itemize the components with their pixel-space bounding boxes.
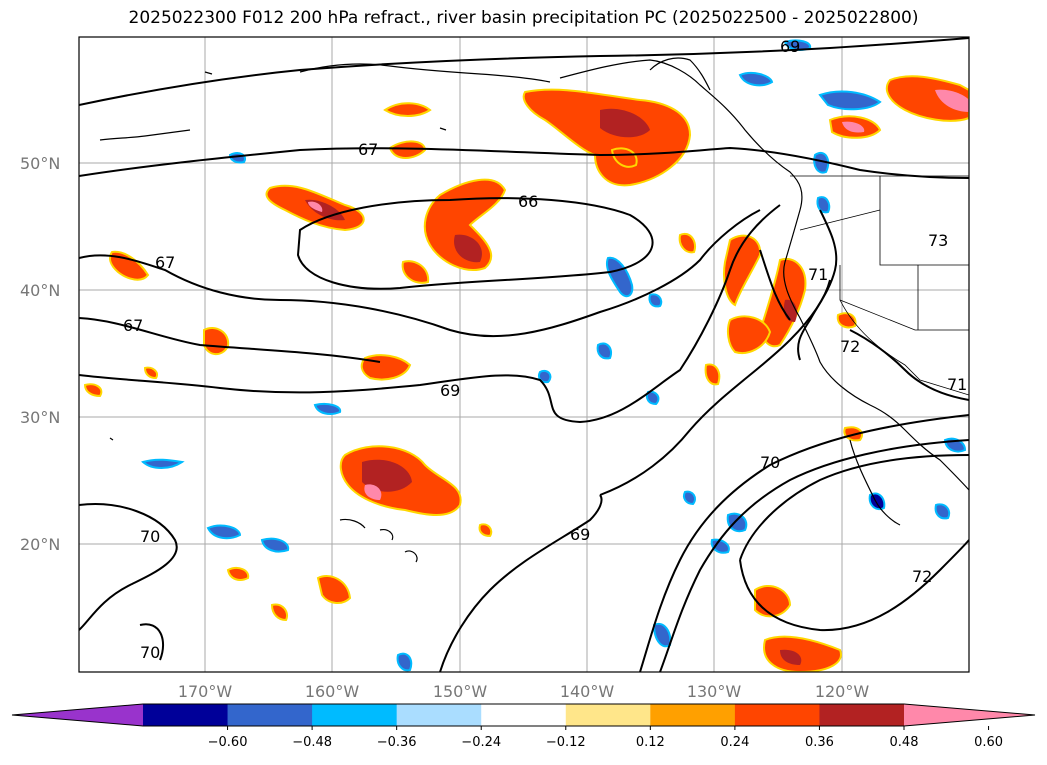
- colorbar-tick-label: −0.36: [377, 735, 417, 750]
- latitude-labels: 50°N 40°N 30°N 20°N: [20, 154, 60, 554]
- contour-label: 71: [808, 265, 828, 284]
- positive-precip-anomalies: [83, 75, 969, 672]
- colorbar-segment: [143, 704, 229, 726]
- contour-label: 69: [570, 525, 590, 544]
- contour-label: 67: [358, 140, 378, 159]
- contour-label: 67: [155, 253, 175, 272]
- lat-label: 50°N: [20, 154, 60, 173]
- colorbar-tick-label: 0.36: [805, 735, 834, 750]
- contour-label: 67: [123, 316, 143, 335]
- lon-label: 150°W: [433, 682, 488, 701]
- contour-label: 69: [780, 37, 800, 56]
- lon-label: 130°W: [687, 682, 742, 701]
- contour-label: 66: [518, 192, 538, 211]
- lat-label: 40°N: [20, 281, 60, 300]
- colorbar-tick-label: −0.12: [546, 735, 586, 750]
- contour-label: 70: [140, 643, 160, 662]
- colorbar-tick-label: 0.48: [890, 735, 919, 750]
- longitude-labels: 170°W 160°W 150°W 140°W 130°W 120°W: [178, 682, 870, 701]
- lon-label: 140°W: [560, 682, 615, 701]
- lon-label: 170°W: [178, 682, 233, 701]
- lat-label: 30°N: [20, 408, 60, 427]
- colorbar-tick-label: 0.60: [974, 735, 1003, 750]
- colorbar-segment: [650, 704, 736, 726]
- contour-label: 70: [760, 453, 780, 472]
- map-title: 2025022300 F012 200 hPa refract., river …: [128, 8, 919, 28]
- colorbar-segment: [481, 704, 567, 726]
- contour-label: 70: [140, 527, 160, 546]
- contour-label: 73: [928, 231, 948, 250]
- contour-label: 72: [840, 337, 860, 356]
- colorbar-tick-label: −0.48: [292, 735, 332, 750]
- colorbar-segment: [819, 704, 905, 726]
- contour-label: 72: [912, 567, 932, 586]
- colorbar-tick-label: 0.24: [720, 735, 749, 750]
- coastlines: [99, 57, 969, 563]
- colorbar-segment: [396, 704, 482, 726]
- refractivity-contours: [79, 37, 969, 672]
- colorbar-extend-max: [904, 704, 1035, 726]
- lon-label: 120°W: [815, 682, 870, 701]
- colorbar-tick-label: 0.12: [636, 735, 665, 750]
- lat-label: 20°N: [20, 535, 60, 554]
- negative-precip-anomalies: [141, 39, 967, 672]
- colorbar-segment: [227, 704, 313, 726]
- colorbar-segment: [734, 704, 820, 726]
- colorbar-extend-min: [12, 704, 143, 726]
- map-frame: [78, 36, 970, 673]
- colorbar-outline: [11, 703, 1036, 727]
- map-area: [79, 37, 969, 672]
- lon-label: 160°W: [305, 682, 360, 701]
- colorbar-segment: [565, 704, 651, 726]
- contour-label: 71: [947, 375, 967, 394]
- colorbar-segment: [312, 704, 398, 726]
- contour-labels: 69 67 66 67 67 69 73 71 72 71 70 69 70 7…: [123, 37, 967, 662]
- colorbar-tick-label: −0.24: [461, 735, 501, 750]
- colorbar: −0.60 −0.48 −0.36 −0.24 −0.12 0.12 0.24 0.36 0.4…: [11, 703, 1036, 750]
- colorbar-tick-label: −0.60: [208, 735, 248, 750]
- contour-label: 69: [440, 381, 460, 400]
